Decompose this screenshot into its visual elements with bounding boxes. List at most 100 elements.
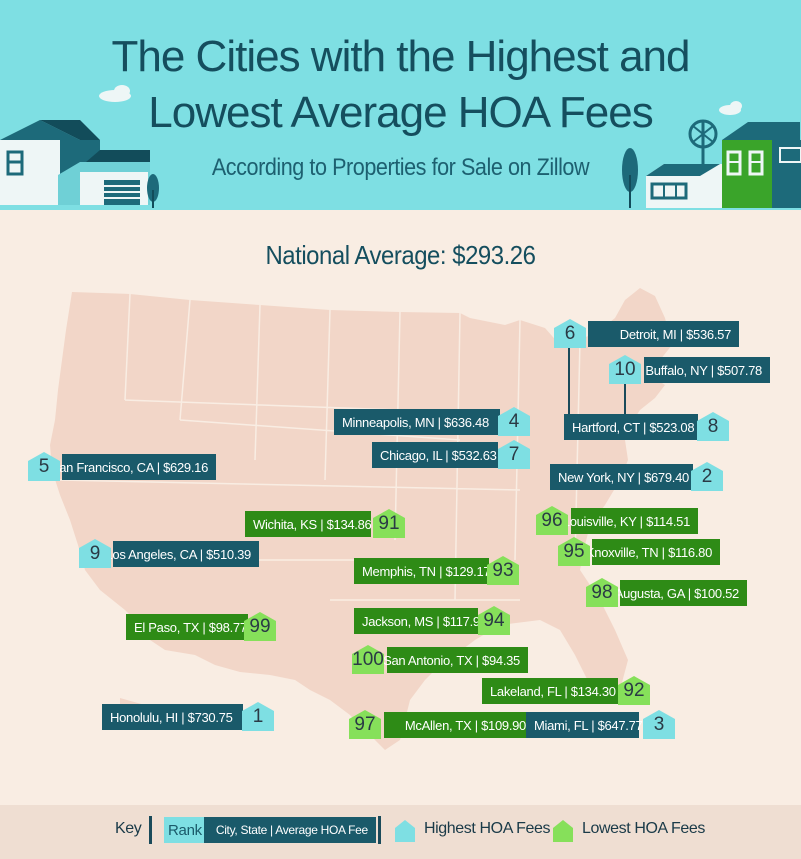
rank-badge-los-angeles-ca: 9 — [77, 538, 113, 568]
key-lowest: Lowest HOA Fees — [582, 820, 705, 837]
city-label-text: Miami, FL | $647.77 — [534, 717, 643, 733]
city-label-text: Augusta, GA | $100.52 — [614, 585, 740, 601]
city-label-hartford-ct: Hartford, CT | $523.08 — [564, 414, 698, 440]
city-label-san-francisco-ca: San Francisco, CA | $629.16 — [51, 454, 216, 480]
house-icon — [373, 509, 405, 538]
leader-line-buffalo — [624, 382, 626, 418]
city-label-text: Los Angeles, CA | $510.39 — [105, 546, 252, 562]
key-highest: Highest HOA Fees — [424, 820, 551, 837]
city-label-text: McAllen, TX | $109.90 — [404, 717, 526, 733]
city-label-text: Louisville, KY | $114.51 — [562, 513, 691, 529]
city-label-mcallen-tx: McAllen, TX | $109.90 — [384, 712, 534, 738]
rank-badge-jackson-ms: 94 — [476, 605, 512, 635]
city-label-text: Wichita, KS | $134.86 — [253, 516, 372, 532]
city-label-knoxville-tn: Knoxville, TN | $116.80 — [586, 539, 720, 565]
city-label-text: Chicago, IL | $532.63 — [380, 447, 497, 463]
city-label-louisville-ky: Louisville, KY | $114.51 — [563, 508, 698, 534]
rank-number: 10 — [614, 359, 636, 380]
city-label-text: Knoxville, TN | $116.80 — [585, 544, 712, 560]
title-line-1: The Cities with the Highest and — [111, 32, 691, 81]
house-icon — [558, 537, 590, 566]
city-label-memphis-tn: Memphis, TN | $129.17 — [354, 558, 491, 584]
city-label-el-paso-tx: El Paso, TX | $98.77 — [126, 614, 248, 640]
key-sample-label: Rank City, State | Average HOA Fee — [164, 817, 376, 843]
rank-number: 9 — [89, 543, 101, 564]
key-rank-badge — [164, 817, 204, 843]
house-icon — [498, 440, 530, 469]
national-average: National Average: $293.26 — [265, 240, 536, 270]
house-icon — [28, 452, 60, 481]
city-label-detroit-mi: Detroit, MI | $536.57 — [588, 321, 739, 347]
house-icon — [244, 612, 276, 641]
city-label-miami-fl: Miami, FL | $647.77 — [526, 712, 643, 738]
rank-number: 100 — [352, 649, 384, 670]
rank-number: 7 — [508, 444, 520, 465]
rank-badge-san-francisco-ca: 5 — [26, 451, 62, 481]
subtitle: According to Properties for Sale on Zill… — [211, 154, 590, 181]
house-icon — [478, 606, 510, 635]
city-label-text: Memphis, TN | $129.17 — [362, 563, 491, 579]
city-label-new-york-ny: New York, NY | $679.40 — [550, 464, 693, 490]
rank-number: 94 — [483, 610, 505, 631]
house-icon — [536, 506, 568, 535]
rank-badge-mcallen-tx: 97 — [347, 709, 383, 739]
key-separator — [149, 816, 152, 844]
house-icon — [643, 710, 675, 739]
city-label-honolulu-hi: Honolulu, HI | $730.75 — [102, 704, 243, 730]
house-illustration-icon — [0, 85, 801, 208]
rank-number: 1 — [252, 706, 264, 727]
us-map — [50, 288, 672, 750]
rank-number: 92 — [623, 680, 645, 701]
city-label-text: El Paso, TX | $98.77 — [134, 619, 247, 635]
city-label-san-antonio-tx: San Antonio, TX | $94.35 — [383, 647, 528, 673]
rank-badge-augusta-ga: 98 — [584, 577, 620, 607]
rank-number: 8 — [707, 416, 719, 437]
city-label-text: Lakeland, FL | $134.30 — [490, 683, 616, 699]
rank-number: 99 — [249, 616, 271, 637]
rank-number: 4 — [508, 411, 520, 432]
house-icon — [691, 462, 723, 491]
rank-number: 91 — [378, 513, 400, 534]
rank-badge-knoxville-tn: 95 — [556, 536, 592, 566]
city-label-text: San Antonio, TX | $94.35 — [383, 652, 520, 668]
rank-badge-memphis-tn: 93 — [485, 555, 521, 585]
house-icon — [79, 539, 111, 568]
city-label-jackson-ms: Jackson, MS | $117.91 — [354, 608, 487, 634]
leader-line-detroit — [568, 344, 570, 436]
rank-number: 98 — [591, 582, 613, 603]
rank-badge-honolulu-hi: 1 — [240, 701, 276, 731]
rank-badge-wichita-ks: 91 — [371, 508, 407, 538]
rank-badge-minneapolis-mn: 4 — [496, 406, 532, 436]
house-icon-low — [550, 818, 576, 844]
city-label-minneapolis-mn: Minneapolis, MN | $636.48 — [334, 409, 500, 435]
rank-badge-lakeland-fl: 92 — [616, 675, 652, 705]
rank-badge-louisville-ky: 96 — [534, 505, 570, 535]
key-separator-2 — [378, 816, 381, 844]
key-sample-text: City, State | Average HOA Fee — [215, 823, 368, 837]
rank-number: 5 — [38, 456, 50, 477]
key-rank: Rank — [168, 821, 202, 839]
city-label-text: Minneapolis, MN | $636.48 — [342, 414, 489, 430]
rank-number: 97 — [354, 714, 376, 735]
city-label-buffalo-ny: Buffalo, NY | $507.78 — [644, 357, 770, 383]
header-banner: The Cities with the Highest and Lowest A… — [0, 0, 801, 210]
rank-badge-hartford-ct: 8 — [695, 411, 731, 441]
house-icon — [349, 710, 381, 739]
title-line-2: Lowest Average HOA Fees — [148, 88, 653, 137]
rank-badge-buffalo-ny: 10 — [607, 354, 643, 384]
city-label-text: Hartford, CT | $523.08 — [572, 419, 695, 435]
city-label-lakeland-fl: Lakeland, FL | $134.30 — [482, 678, 618, 704]
rank-number: 96 — [541, 510, 563, 531]
city-label-text: New York, NY | $679.40 — [558, 469, 689, 485]
rank-badge-san-antonio-tx: 100 — [350, 644, 386, 674]
city-label-text: Honolulu, HI | $730.75 — [110, 709, 233, 725]
city-label-augusta-ga: Augusta, GA | $100.52 — [615, 580, 747, 606]
rank-badge-new-york-ny: 2 — [689, 461, 725, 491]
rank-number: 2 — [701, 466, 713, 487]
house-icon — [586, 578, 618, 607]
rank-number: 3 — [653, 714, 665, 735]
city-label-wichita-ks: Wichita, KS | $134.86 — [245, 511, 372, 537]
city-label-text: Jackson, MS | $117.91 — [362, 613, 487, 629]
key-title: Key — [115, 820, 142, 837]
city-label-text: Detroit, MI | $536.57 — [619, 326, 732, 342]
